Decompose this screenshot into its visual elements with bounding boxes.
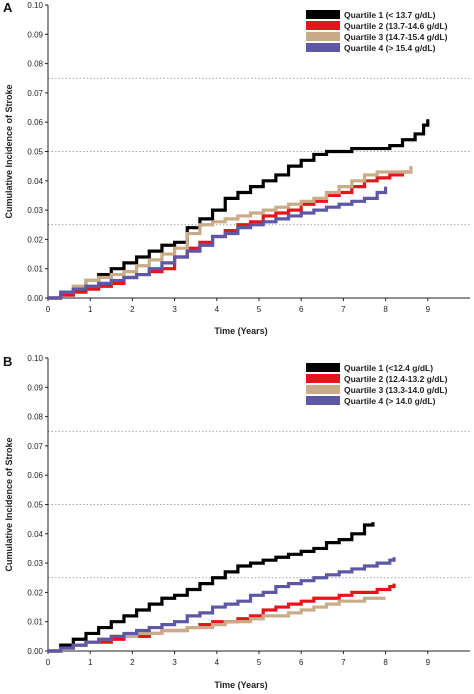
y-tick-label: 0.09 [27, 30, 43, 39]
legend-swatch [306, 385, 340, 394]
y-tick-label: 0.06 [27, 118, 43, 127]
legend-swatch [306, 32, 340, 41]
y-tick-label: 0.02 [27, 235, 43, 244]
x-tick-label: 2 [130, 658, 135, 667]
y-tick-label: 0.06 [27, 471, 43, 480]
x-tick-label: 5 [257, 305, 262, 314]
x-tick-label: 5 [257, 658, 262, 667]
series-line-quartile-1 [48, 119, 430, 300]
y-axis-title: Cumulative Incidence of Stroke [4, 84, 14, 218]
y-tick-label: 0.07 [27, 89, 43, 98]
legend-entry-label: Quartile 3 (14.7-15.4 g/dL) [344, 32, 448, 42]
y-tick-label: 0.07 [27, 442, 43, 451]
panel-a: A 0.00 0.01 0.02 0.03 0.04 0.05 0.06 0.07 0.08 0.0… [3, 0, 470, 336]
y-tick-label: 0.01 [27, 265, 43, 274]
x-tick-label: 7 [341, 658, 346, 667]
y-tick-label: 0.08 [27, 413, 43, 422]
x-tick-label: 8 [383, 658, 388, 667]
x-tick-label: 9 [426, 658, 431, 667]
x-tick-label: 1 [88, 305, 93, 314]
panel-letter: B [3, 354, 12, 369]
y-tick-label: 0.02 [27, 588, 43, 597]
legend-entry-label: Quartile 3 (13.3-14.0 g/dL) [344, 385, 448, 395]
legend-entry-label: Quartile 1 (< 13.7 g/dL) [344, 10, 436, 20]
x-tick-label: 1 [88, 658, 93, 667]
x-tick-label: 0 [46, 305, 51, 314]
x-tick-label: 7 [341, 305, 346, 314]
y-tick-label: 0.08 [27, 60, 43, 69]
x-tick-label: 6 [299, 658, 304, 667]
x-tick-label: 4 [215, 658, 220, 667]
y-tick-label: 0.00 [27, 647, 43, 656]
legend-swatch [306, 396, 340, 405]
series-line-quartile-3 [48, 166, 413, 300]
legend-entry-label: Quartile 2 (12.4-13.2 g/dL) [344, 374, 448, 384]
legend-swatch [306, 10, 340, 19]
y-tick-label: 0.03 [27, 206, 43, 215]
panel-letter: A [3, 0, 13, 15]
y-tick-label: 0.01 [27, 618, 43, 627]
x-tick-label: 6 [299, 305, 304, 314]
y-tick-label: 0.04 [27, 530, 43, 539]
series-line-quartile-4 [48, 186, 388, 300]
x-axis-title: Time (Years) [214, 680, 267, 690]
x-tick-label: 0 [46, 658, 51, 667]
y-tick-label: 0.10 [27, 354, 43, 363]
y-tick-label: 0.00 [27, 294, 43, 303]
x-tick-label: 3 [172, 305, 177, 314]
x-tick-label: 8 [383, 305, 388, 314]
legend-swatch [306, 363, 340, 372]
panel-b: B 0.00 0.01 0.02 0.03 0.04 0.05 0.06 0.07 0.08 0.0… [3, 354, 470, 690]
x-tick-label: 2 [130, 305, 135, 314]
y-axis-title: Cumulative Incidence of Stroke [4, 437, 14, 571]
legend-entry-label: Quartile 4 (> 15.4 g/dL) [344, 43, 436, 53]
y-tick-label: 0.03 [27, 559, 43, 568]
legend-swatch [306, 21, 340, 30]
y-tick-label: 0.10 [27, 1, 43, 10]
legend-swatch [306, 43, 340, 52]
series-line-quartile-1 [48, 522, 375, 653]
y-tick-label: 0.05 [27, 148, 43, 157]
series-line-quartile-4 [48, 557, 396, 653]
x-tick-label: 3 [172, 658, 177, 667]
legend-entry-label: Quartile 1 (<12.4 g/dL) [344, 363, 433, 373]
x-axis-title: Time (Years) [214, 326, 267, 336]
y-tick-label: 0.05 [27, 501, 43, 510]
x-tick-label: 9 [426, 305, 431, 314]
legend-swatch [306, 374, 340, 383]
x-tick-label: 4 [215, 305, 220, 314]
y-tick-label: 0.04 [27, 177, 43, 186]
legend-entry-label: Quartile 2 (13.7-14.6 g/dL) [344, 21, 448, 31]
y-tick-label: 0.09 [27, 383, 43, 392]
legend-entry-label: Quartile 4 (> 14.0 g/dL) [344, 396, 436, 406]
